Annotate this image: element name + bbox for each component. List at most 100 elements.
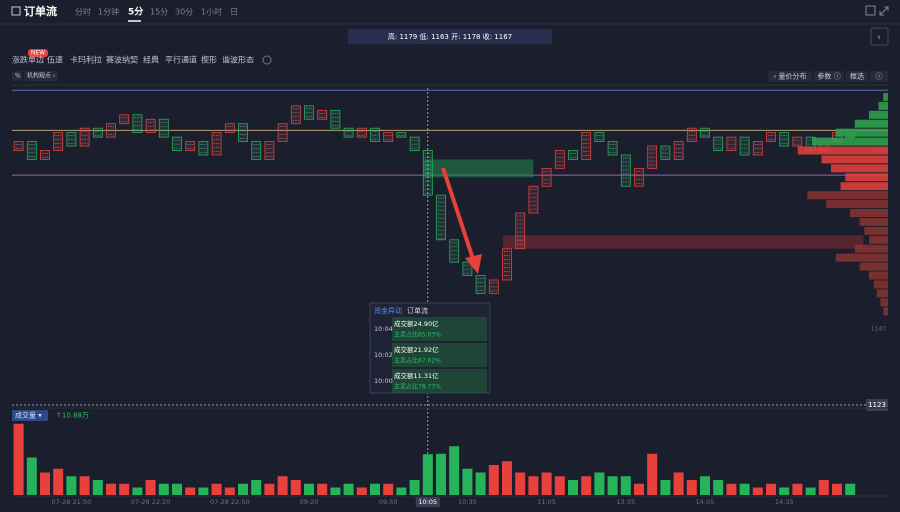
- indicator[interactable]: 伍速: [47, 55, 63, 65]
- profile-bar: [850, 209, 888, 218]
- indicator[interactable]: 经典: [143, 55, 159, 65]
- expand-icon[interactable]: [879, 6, 889, 16]
- candle: [488, 279, 499, 294]
- candle: [673, 141, 684, 160]
- profile-bar: [880, 298, 888, 307]
- volume-bar: [436, 453, 446, 495]
- tooltip-tab[interactable]: 资金异动: [374, 306, 402, 315]
- x-tick-label: 11:05: [537, 498, 556, 506]
- volume-bar: [581, 476, 592, 495]
- volume-bar: [502, 461, 512, 495]
- candle: [568, 150, 578, 160]
- candle: [436, 194, 446, 241]
- tooltip-row-bg: [392, 317, 487, 341]
- candle: [502, 248, 512, 281]
- volume-bar: [92, 480, 103, 495]
- volume-bar: [475, 472, 486, 495]
- candle: [620, 154, 631, 187]
- badge-bg: [28, 49, 48, 57]
- tab[interactable]: 1分钟: [98, 7, 119, 17]
- candle: [792, 136, 803, 147]
- candle: [79, 127, 90, 147]
- volume-bar: [845, 483, 856, 495]
- x-tick-label: 14:05: [696, 498, 715, 506]
- grid-icon[interactable]: [865, 5, 876, 16]
- volume-bar: [26, 457, 37, 495]
- collapse[interactable]: ‹: [877, 33, 880, 42]
- volume-bar: [132, 487, 143, 495]
- title[interactable]: 订单流: [24, 4, 57, 18]
- chip-label[interactable]: 机构观点 ›: [27, 72, 55, 80]
- button-label[interactable]: 参数 ⓘ: [817, 72, 840, 81]
- profile-bar: [797, 146, 888, 155]
- indicator[interactable]: 涨跌单边: [12, 55, 44, 65]
- volume-bar: [568, 480, 578, 495]
- tab[interactable]: 分时: [75, 7, 91, 17]
- indicator[interactable]: 赛波纳契: [106, 55, 138, 65]
- volume-bar: [383, 483, 394, 495]
- profile-bar: [840, 182, 888, 191]
- button: [768, 71, 812, 82]
- volume-bar: [211, 483, 222, 495]
- volume-bar: [832, 483, 842, 495]
- help[interactable]: [262, 55, 272, 65]
- volume-bar: [554, 476, 565, 495]
- volume-bar: [462, 468, 473, 495]
- candle: [700, 127, 710, 138]
- candle: [409, 136, 420, 151]
- tooltip-tab[interactable]: 订单流: [407, 306, 428, 315]
- volume-bar: [634, 483, 644, 495]
- x-tick-label: 13:35: [616, 498, 635, 506]
- tooltip-time: 10:02: [374, 351, 393, 359]
- candle: [462, 261, 473, 276]
- volume-readout: ↑10.88万: [56, 412, 89, 420]
- candle: [330, 109, 341, 129]
- indicator[interactable]: 平行通道: [165, 55, 197, 65]
- volume-bar: [766, 483, 776, 495]
- button-label[interactable]: › 量价分布: [773, 72, 806, 81]
- price-tag-label: 1123: [868, 401, 886, 409]
- candle: [251, 141, 262, 160]
- candle: [594, 132, 605, 142]
- candle: [607, 141, 618, 156]
- tab[interactable]: 30分: [175, 8, 193, 17]
- candle: [634, 167, 644, 187]
- indicator[interactable]: 卡玛利拉: [70, 55, 102, 65]
- candle: [106, 123, 116, 138]
- volume-bar: [251, 480, 262, 495]
- volume-bar: [673, 472, 684, 495]
- volume-bar: [185, 487, 196, 495]
- tooltip-ratio: 主卖占比65.03%: [394, 331, 441, 339]
- tab[interactable]: 1小时: [201, 7, 222, 17]
- collapse-btn[interactable]: [870, 27, 889, 46]
- candle: [119, 114, 130, 125]
- candle: [317, 109, 328, 120]
- button-label[interactable]: 框选: [850, 72, 864, 81]
- button-label[interactable]: ⓘ: [876, 73, 883, 81]
- indicator[interactable]: 楔形: [201, 55, 217, 65]
- tab[interactable]: 5分: [128, 6, 143, 18]
- volume-bar: [752, 487, 763, 495]
- chip-label[interactable]: %: [15, 73, 21, 80]
- tab[interactable]: 日: [230, 8, 238, 17]
- volume-bar: [79, 476, 90, 495]
- indicator[interactable]: 谐波形态: [222, 55, 254, 65]
- candle: [40, 150, 50, 160]
- tab[interactable]: 15分: [150, 8, 168, 17]
- volume-bar: [172, 483, 182, 495]
- candle: [581, 132, 592, 160]
- arrow: [441, 167, 476, 263]
- candle: [66, 132, 77, 147]
- x-tick-label: 09:50: [379, 498, 398, 506]
- x-tick-label: 09:20: [300, 498, 319, 506]
- volume-bar: [488, 465, 499, 495]
- candle: [752, 141, 763, 156]
- x-crosshair-tag: [415, 497, 440, 507]
- candle: [356, 127, 367, 138]
- candle: [396, 132, 407, 138]
- volume-label[interactable]: 成交量 ▾: [15, 411, 42, 420]
- volume-bar: [779, 487, 790, 495]
- profile-bar: [864, 226, 888, 235]
